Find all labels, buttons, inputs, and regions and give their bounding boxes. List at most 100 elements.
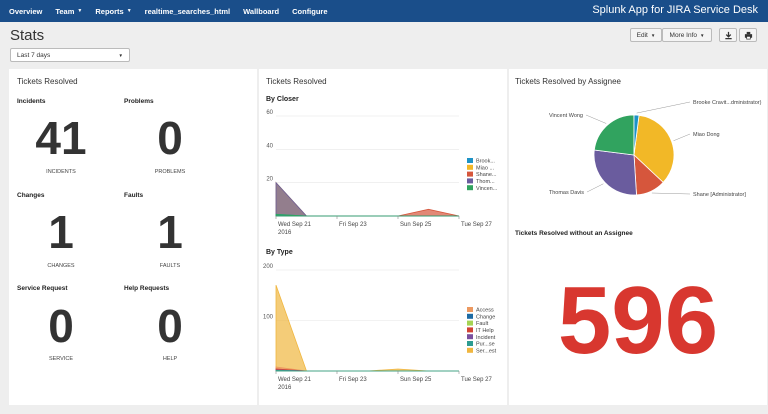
x-tick-label: 2016 — [278, 385, 292, 391]
nav-wallboard-label: Wallboard — [243, 6, 280, 16]
pie-leader-line — [585, 114, 607, 124]
more-info-label: More Info — [669, 31, 697, 39]
nav-overview[interactable]: Overview — [9, 7, 42, 16]
legend-label: Vincen... — [476, 186, 498, 192]
more-info-button[interactable]: More Info ▼ — [662, 28, 712, 42]
panel-title: Tickets Resolved — [17, 77, 78, 86]
panel-by-assignee: Tickets Resolved by Assignee Miao Dong Sh… — [509, 69, 767, 405]
series-area — [275, 285, 459, 372]
panel-title: Tickets Resolved — [266, 77, 327, 86]
panel-tickets-resolved: Tickets Resolved Incidents 41 INCIDENTS … — [9, 69, 257, 405]
faults-value: 1 — [157, 206, 183, 258]
time-range-value: Last 7 days — [17, 51, 51, 59]
legend-label: Change — [476, 314, 495, 320]
series-area — [275, 370, 459, 372]
panel-title: Tickets Resolved by Assignee — [515, 77, 621, 86]
pie-leader-line — [651, 192, 691, 195]
by-type-title: By Type — [266, 249, 293, 256]
panel-resolved-charts: Tickets Resolved By Closer 20 40 60 Wed Sep… — [259, 69, 507, 405]
chevron-down-icon: ▼ — [77, 8, 83, 14]
legend-swatch — [467, 347, 473, 353]
time-range-picker[interactable]: Last 7 days ▼ — [10, 48, 130, 62]
pie-leader-line — [636, 101, 691, 114]
chevron-down-icon: ▼ — [118, 52, 123, 58]
series-area — [275, 213, 459, 217]
help-value: 0 — [157, 300, 183, 352]
export-button[interactable] — [719, 28, 737, 42]
x-tick-label: 2016 — [278, 230, 292, 236]
pie-slice — [633, 114, 675, 183]
legend-label: Fault — [476, 321, 489, 327]
x-tick-label: Fri Sep 23 — [339, 222, 367, 228]
print-icon — [744, 31, 752, 39]
print-button[interactable] — [739, 28, 757, 42]
x-tick-label: Wed Sep 21 — [278, 377, 312, 383]
pie-leader-line — [673, 133, 691, 142]
legend-label: Miao ... — [476, 165, 495, 171]
legend-label: Thom... — [476, 179, 495, 185]
incidents-value: 41 — [35, 112, 87, 164]
incidents-label: Incidents — [17, 98, 46, 105]
x-tick-label: Sun Sep 25 — [400, 377, 432, 383]
chevron-down-icon: ▼ — [126, 8, 132, 14]
legend-swatch — [467, 164, 473, 170]
x-tick-label: Sun Sep 25 — [400, 222, 432, 228]
x-tick-label: Wed Sep 21 — [278, 222, 312, 228]
problems-label: Problems — [124, 98, 154, 105]
nav-configure[interactable]: Configure — [292, 7, 327, 16]
nav-configure-label: Configure — [292, 6, 328, 16]
nav-reports[interactable]: Reports ▼ — [95, 7, 131, 16]
legend-swatch — [467, 158, 473, 163]
pie-label: Thomas Davis — [549, 190, 584, 196]
help-requests-label: Help Requests — [124, 285, 170, 292]
changes-label: Changes — [17, 192, 45, 199]
nav-overview-label: Overview — [9, 6, 43, 16]
nav-realtime-label: realtime_searches_html — [144, 6, 231, 16]
legend-label: Ser...est — [476, 348, 497, 354]
y-tick-label: 100 — [263, 315, 274, 321]
legend-swatch — [467, 171, 473, 177]
legend-swatch — [467, 178, 473, 184]
service-value: 0 — [48, 300, 74, 352]
legend-label: Brook... — [476, 159, 495, 165]
nav-realtime-searches[interactable]: realtime_searches_html — [145, 7, 230, 16]
by-closer-chart: 20 40 60 Wed Sep 21 2016 Fri Sep 23 Sun Sep 25… — [266, 110, 498, 236]
incidents-caption: INCIDENTS — [46, 169, 76, 175]
x-tick-label: Tue Sep 27 — [461, 377, 492, 383]
legend-swatch — [467, 185, 473, 191]
by-closer-title: By Closer — [266, 96, 299, 103]
problems-caption: PROBLEMS — [154, 169, 186, 175]
pie-label: Miao Dong — [693, 132, 720, 138]
download-icon — [724, 31, 732, 39]
pie-label: Vincent Wong — [549, 113, 583, 119]
legend-swatch — [467, 334, 473, 340]
pie-label: Brooke Cravit...dministrator) — [693, 100, 762, 106]
by-type-chart: 100 200 Wed Sep 21 2016 Fri Sep 23 Sun Sep 25… — [263, 264, 497, 391]
x-tick-label: Fri Sep 23 — [339, 377, 367, 383]
pie-label: Shane [Administrator] — [693, 192, 746, 198]
app-title: Splunk App for JIRA Service Desk — [592, 4, 758, 16]
unassigned-title: Tickets Resolved without an Assignee — [515, 230, 633, 237]
y-tick-label: 40 — [266, 143, 273, 149]
y-tick-label: 60 — [266, 110, 273, 116]
nav-team[interactable]: Team ▼ — [55, 7, 82, 16]
legend-label: Incident — [476, 335, 496, 341]
nav-team-label: Team — [55, 6, 75, 16]
faults-caption: FAULTS — [159, 263, 181, 269]
chevron-down-icon: ▼ — [700, 32, 705, 38]
page-title: Stats — [10, 27, 45, 44]
legend-swatch — [467, 320, 473, 326]
legend-label: Access — [476, 308, 494, 314]
changes-value: 1 — [48, 206, 74, 258]
chevron-down-icon: ▼ — [650, 32, 656, 38]
top-nav: Overview Team ▼ Reports ▼ realtime_searche… — [0, 0, 768, 22]
y-tick-label: 20 — [266, 177, 273, 183]
legend-swatch — [467, 341, 473, 346]
legend-swatch — [467, 307, 473, 312]
edit-button[interactable]: Edit ▼ — [630, 28, 662, 42]
legend-swatch — [467, 327, 473, 333]
nav-wallboard[interactable]: Wallboard — [243, 7, 279, 16]
assignee-pie-chart: Miao Dong Shane [Administrator] Thomas Dav… — [549, 100, 762, 198]
edit-label: Edit — [636, 31, 648, 39]
pie-leader-line — [586, 183, 604, 193]
